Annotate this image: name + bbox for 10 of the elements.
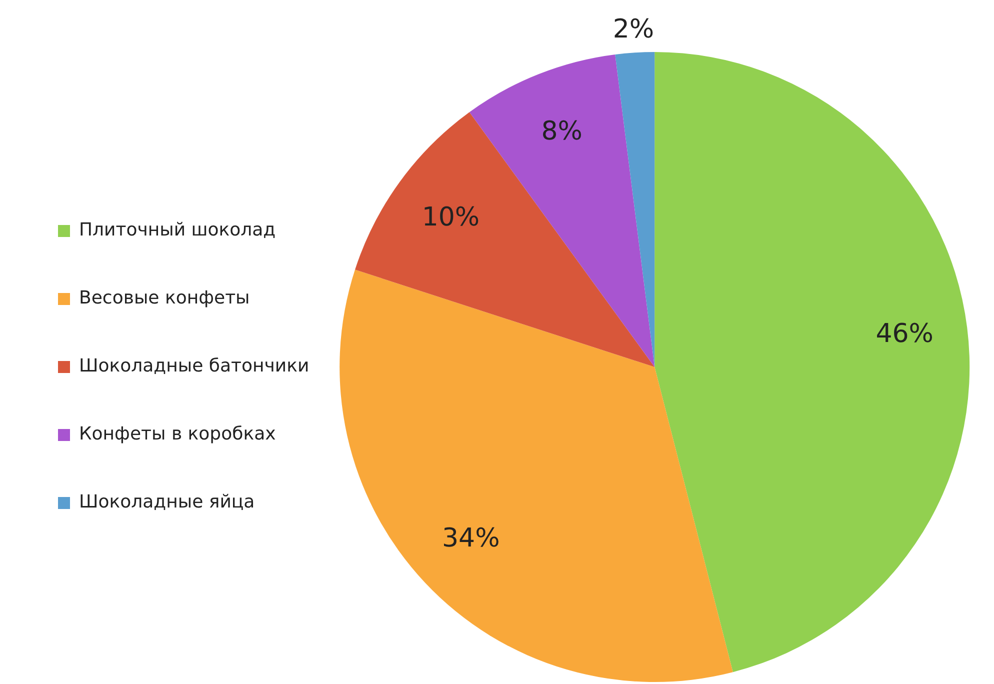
- legend-label: Шоколадные батончики: [79, 356, 310, 377]
- data-label: 8%: [541, 116, 582, 146]
- legend-label: Конфеты в коробках: [79, 424, 276, 445]
- legend-label: Весовые конфеты: [79, 288, 250, 309]
- data-label: 34%: [442, 523, 500, 554]
- data-label: 46%: [876, 319, 934, 350]
- legend-label: Плиточный шоколад: [79, 220, 276, 241]
- data-label: 2%: [612, 14, 654, 44]
- data-label: 10%: [422, 202, 480, 233]
- legend-label: Шоколадные яйца: [79, 492, 255, 513]
